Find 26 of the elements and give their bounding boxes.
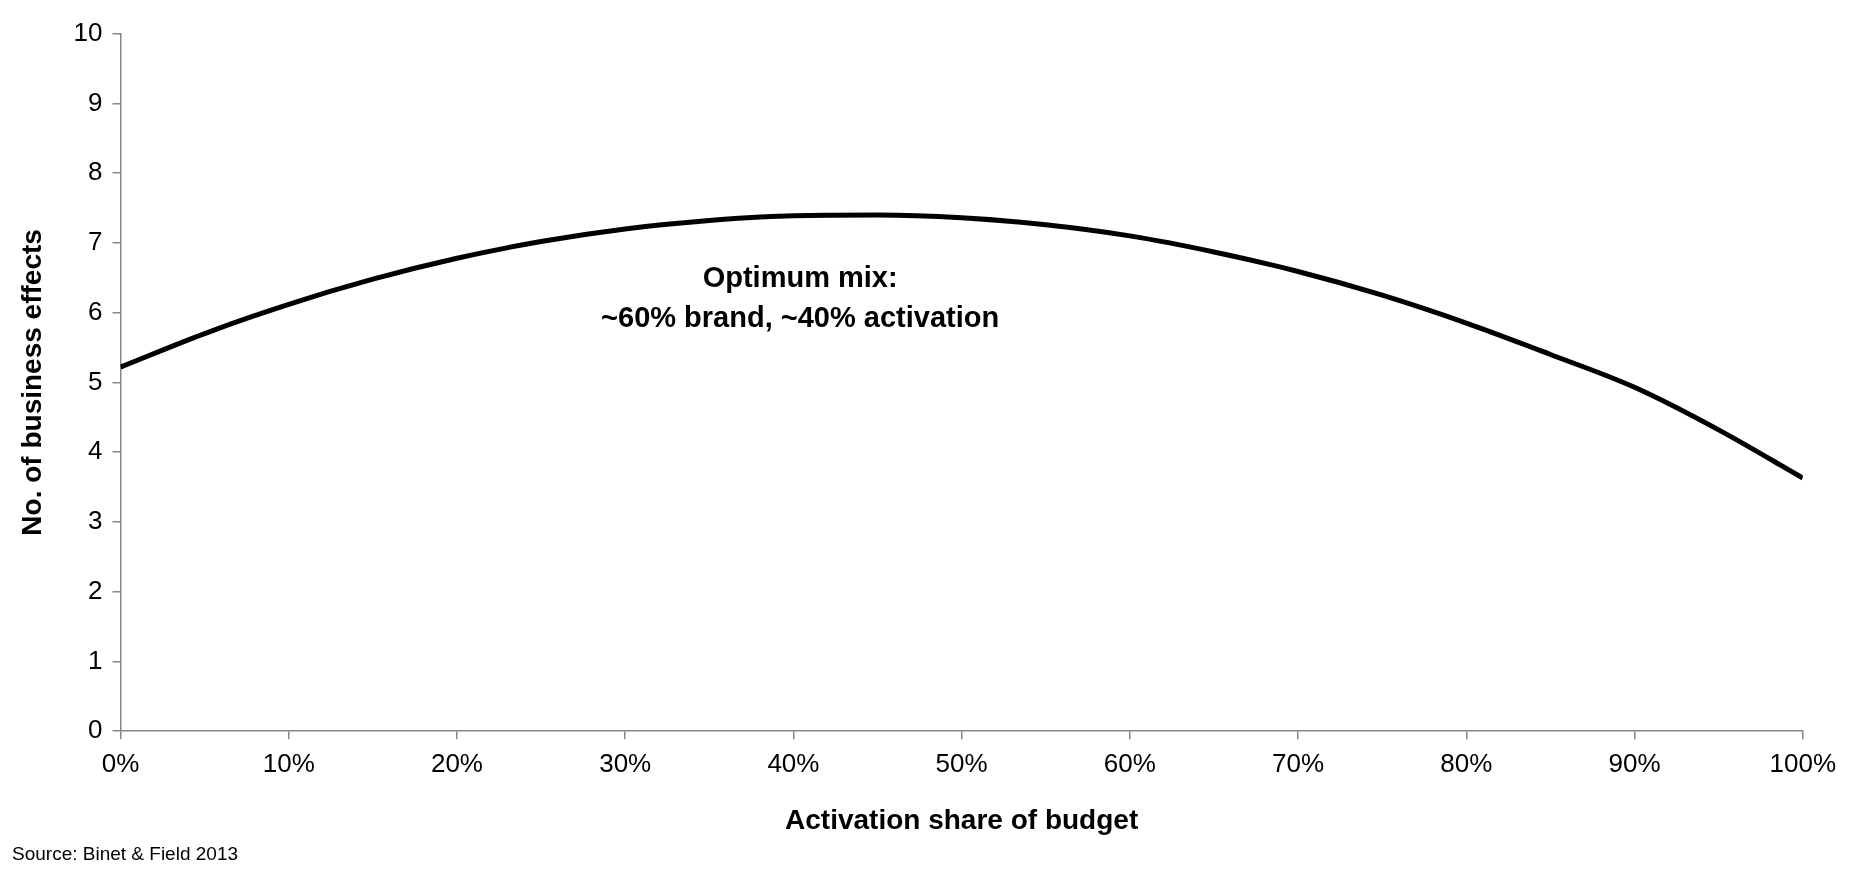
x-tick-label: 90% [1608, 747, 1661, 778]
y-tick-label: 0 [88, 714, 103, 745]
x-tick-label: 20% [430, 747, 483, 778]
y-tick-label: 5 [88, 365, 103, 396]
y-tick-label: 3 [88, 505, 103, 536]
annotation: Optimum mix: ~60% brand, ~40% activation [601, 260, 1000, 333]
x-tick-label: 100% [1769, 747, 1836, 778]
x-tick-label: 0% [101, 747, 140, 778]
x-axis-title: Activation share of budget [785, 803, 1139, 835]
y-tick-label: 4 [88, 435, 103, 466]
y-tick-label: 9 [88, 86, 103, 117]
x-tick-label: 60% [1103, 747, 1156, 778]
x-tick-label: 10% [262, 747, 315, 778]
y-tick-label: 2 [88, 574, 103, 605]
y-tick-label: 8 [88, 156, 103, 187]
x-tick-label: 40% [767, 747, 820, 778]
y-tick-label: 10 [73, 16, 103, 47]
y-tick-label: 1 [88, 644, 103, 675]
x-tick-label: 30% [599, 747, 652, 778]
y-tick-label: 6 [88, 295, 103, 326]
y-axis-title: No. of business effects [15, 229, 47, 536]
x-tick-label: 70% [1272, 747, 1325, 778]
source-note: Source: Binet & Field 2013 [12, 842, 239, 864]
x-tick-label: 50% [935, 747, 988, 778]
x-tick-label: 80% [1440, 747, 1493, 778]
y-tick-label: 7 [88, 226, 103, 257]
